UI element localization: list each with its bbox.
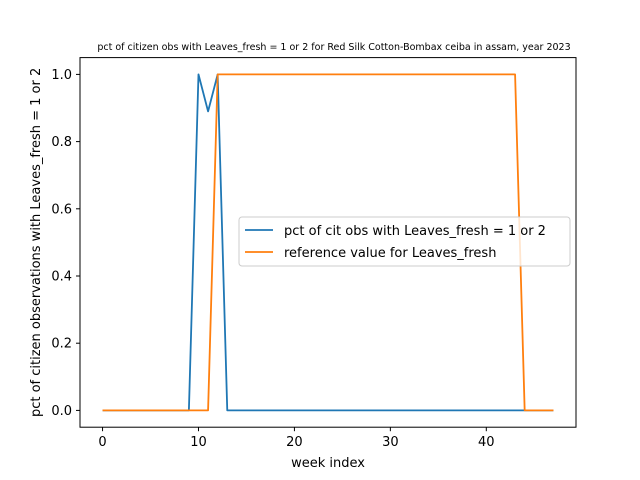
y-tick-label: 1.0 bbox=[51, 68, 72, 83]
y-axis-ticks: 0.0 0.2 0.4 0.6 0.8 1.0 bbox=[51, 68, 80, 419]
legend-label-pct-cit-obs: pct of cit obs with Leaves_fresh = 1 or … bbox=[284, 224, 546, 239]
x-tick-label: 30 bbox=[382, 435, 399, 450]
legend: pct of cit obs with Leaves_fresh = 1 or … bbox=[238, 216, 571, 267]
series-line-1 bbox=[102, 73, 554, 412]
y-tick-label: 0.0 bbox=[51, 404, 72, 419]
legend-box bbox=[238, 216, 571, 267]
series-layer bbox=[102, 73, 554, 412]
x-axis-ticks: 0 10 20 30 40 bbox=[98, 427, 495, 450]
x-tick-label: 0 bbox=[98, 435, 106, 450]
y-tick-label: 0.8 bbox=[51, 135, 72, 150]
y-tick-label: 0.2 bbox=[51, 337, 72, 352]
y-axis-label: pct of citizen observations with Leaves_… bbox=[29, 68, 44, 417]
x-tick-label: 40 bbox=[478, 435, 495, 450]
x-tick-label: 10 bbox=[190, 435, 207, 450]
y-tick-label: 0.4 bbox=[51, 270, 72, 285]
plot-frame bbox=[79, 57, 577, 428]
x-tick-label: 20 bbox=[286, 435, 303, 450]
y-tick-label: 0.6 bbox=[51, 202, 72, 217]
chart-title: pct of citizen obs with Leaves_fresh = 1… bbox=[97, 42, 570, 53]
legend-label-reference-value: reference value for Leaves_fresh bbox=[284, 246, 496, 261]
x-axis-label: week index bbox=[291, 456, 365, 471]
